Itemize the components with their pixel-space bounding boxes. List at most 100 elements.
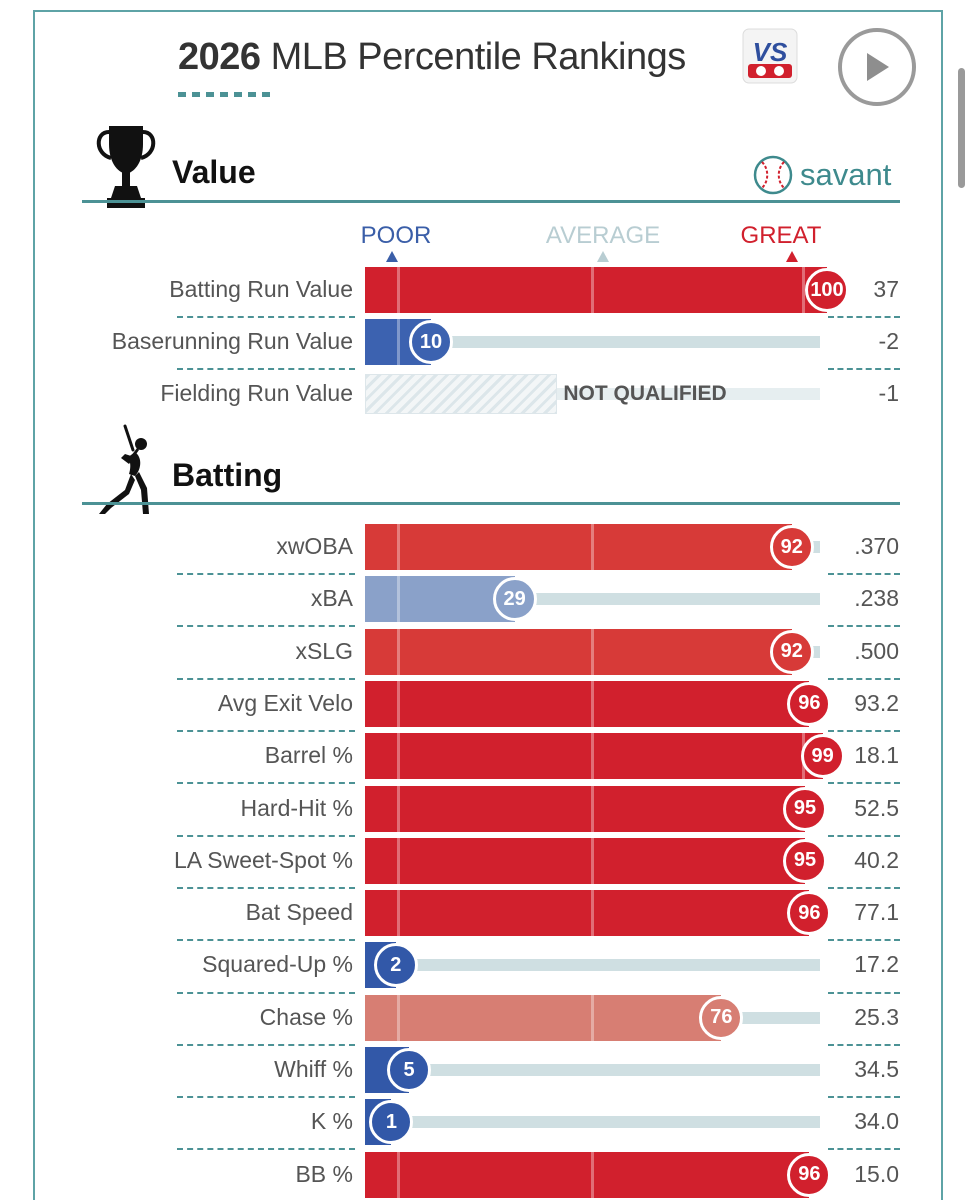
title-text: MLB Percentile Rankings xyxy=(260,36,687,78)
row-divider xyxy=(828,991,900,994)
row-label: xSLG xyxy=(295,637,353,664)
bar-gridline xyxy=(802,267,806,313)
bar-gridline xyxy=(591,267,594,313)
row-stat-value: .500 xyxy=(854,637,899,664)
row-stat-value: 93.2 xyxy=(854,689,899,716)
page-title: 2026 MLB Percentile Rankings xyxy=(178,36,686,79)
percentile-circle: 100 xyxy=(805,268,849,312)
bar-gridline xyxy=(397,267,401,313)
percentile-track xyxy=(557,388,820,400)
percentile-bar xyxy=(365,994,722,1041)
row-divider xyxy=(177,782,355,785)
row-label: Avg Exit Velo xyxy=(217,689,353,716)
percentile-circle: 95 xyxy=(783,786,827,831)
bar-gridline xyxy=(591,628,594,675)
play-button[interactable] xyxy=(838,28,916,106)
row-divider xyxy=(177,1043,355,1046)
percentile-track xyxy=(365,336,820,348)
row-divider xyxy=(828,368,900,370)
row-label: Hard-Hit % xyxy=(240,794,353,821)
baseball-icon xyxy=(753,155,793,195)
percentile-circle: 5 xyxy=(387,1048,431,1092)
row-label: Fielding Run Value xyxy=(160,380,353,406)
row-stat-value: 52.5 xyxy=(854,794,899,821)
row-stat-value: 18.1 xyxy=(854,742,899,769)
not-qualified-hatch xyxy=(365,374,557,414)
row-label: xwOBA xyxy=(276,533,353,559)
row-divider xyxy=(828,625,900,628)
percentile-track xyxy=(365,959,820,972)
percentile-circle: 29 xyxy=(492,577,537,622)
percentile-track xyxy=(365,1064,820,1076)
row-stat-value: .370 xyxy=(854,533,899,559)
bar-gridline xyxy=(397,680,401,727)
percentile-circle: 92 xyxy=(769,629,814,674)
scale-poor-arrow xyxy=(386,251,398,262)
title-year: 2026 xyxy=(178,36,261,78)
row-label: Barrel % xyxy=(264,742,353,769)
percentile-circle: 96 xyxy=(787,1152,832,1197)
bar-gridline xyxy=(591,890,594,937)
percentile-circle: 96 xyxy=(787,681,832,726)
percentile-track xyxy=(365,1116,820,1129)
percentile-bar xyxy=(365,576,515,623)
row-stat-value: 37 xyxy=(873,276,899,302)
scrollbar[interactable] xyxy=(958,68,965,188)
row-stat-value: .238 xyxy=(854,585,899,612)
row-divider xyxy=(828,677,900,680)
value-section-title: Value xyxy=(172,154,256,190)
percentile-circle: 96 xyxy=(787,891,832,936)
row-divider xyxy=(828,573,900,576)
row-stat-value: 17.2 xyxy=(854,951,899,978)
row-divider xyxy=(177,573,355,576)
row-divider xyxy=(828,782,900,785)
row-divider xyxy=(828,1096,900,1099)
row-label: Bat Speed xyxy=(245,899,353,926)
bar-gridline xyxy=(591,1151,594,1198)
bar-gridline xyxy=(397,576,401,623)
bar-gridline xyxy=(397,319,401,365)
bar-gridline xyxy=(591,837,594,884)
scale-poor-label: POOR xyxy=(360,222,432,249)
row-label: LA Sweet-Spot % xyxy=(174,846,353,873)
row-divider xyxy=(177,834,355,837)
row-label: K % xyxy=(310,1108,353,1135)
row-stat-value: 77.1 xyxy=(854,899,899,926)
row-divider xyxy=(828,834,900,837)
percentile-bar xyxy=(365,890,810,937)
row-divider xyxy=(177,1148,355,1151)
percentile-bar xyxy=(365,837,805,884)
percentile-bar xyxy=(365,733,823,780)
bar-gridline xyxy=(591,524,594,570)
bar-gridline xyxy=(397,785,401,832)
bar-gridline xyxy=(397,994,401,1041)
percentile-circle: 99 xyxy=(800,734,845,779)
batting-section-title: Batting xyxy=(172,457,283,493)
scale-average-arrow xyxy=(597,251,609,262)
row-divider xyxy=(177,730,355,733)
row-stat-value: 34.0 xyxy=(854,1108,899,1135)
not-qualified-label: NOT QUALIFIED xyxy=(563,382,727,405)
row-divider xyxy=(177,368,355,370)
chart-frame xyxy=(33,10,943,1200)
row-label: Chase % xyxy=(259,1003,353,1030)
percentile-circle: 92 xyxy=(769,525,814,569)
row-stat-value: -2 xyxy=(878,328,899,354)
value-section-divider xyxy=(82,200,900,203)
row-divider xyxy=(177,886,355,889)
bar-gridline xyxy=(397,837,401,884)
row-divider xyxy=(828,1148,900,1151)
percentile-bar xyxy=(365,1151,810,1198)
savant-brand: savant xyxy=(752,154,891,196)
bar-gridline xyxy=(397,890,401,937)
percentile-bar xyxy=(365,785,805,832)
percentile-bar xyxy=(365,267,827,313)
vs-logo-icon: VS xyxy=(742,28,798,84)
percentile-circle: 2 xyxy=(373,943,418,988)
row-stat-value: 40.2 xyxy=(854,846,899,873)
row-stat-value: 25.3 xyxy=(854,1003,899,1030)
row-stat-value: 15.0 xyxy=(854,1160,899,1187)
percentile-circle: 95 xyxy=(783,838,827,883)
batting-section-divider xyxy=(82,502,900,505)
row-divider xyxy=(828,886,900,889)
